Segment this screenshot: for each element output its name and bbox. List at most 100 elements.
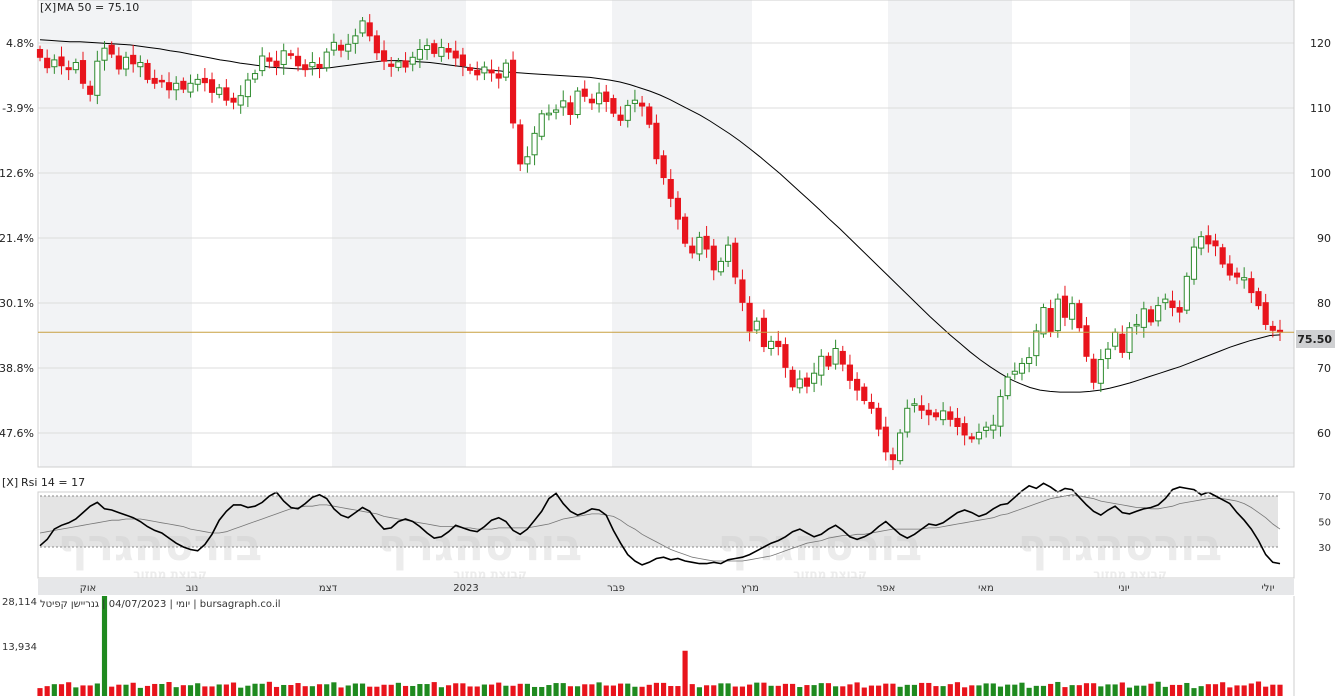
candle[interactable]: [1083, 316, 1090, 362]
candle[interactable]: [1011, 362, 1018, 380]
candle[interactable]: [631, 89, 638, 113]
candle[interactable]: [624, 99, 631, 128]
candle[interactable]: [373, 30, 380, 60]
candle[interactable]: [366, 14, 373, 42]
candle[interactable]: [502, 59, 509, 82]
candle[interactable]: [1147, 305, 1155, 326]
candle[interactable]: [1119, 325, 1126, 358]
candle[interactable]: [839, 345, 846, 372]
candle[interactable]: [746, 296, 753, 342]
candle[interactable]: [696, 231, 703, 262]
candle[interactable]: [545, 104, 552, 121]
candle[interactable]: [603, 84, 610, 112]
candle[interactable]: [1126, 322, 1133, 360]
candle[interactable]: [409, 51, 416, 72]
candle[interactable]: [388, 56, 395, 77]
candle[interactable]: [380, 40, 388, 70]
candle[interactable]: [868, 393, 875, 414]
candle[interactable]: [237, 85, 244, 114]
candle[interactable]: [717, 257, 725, 276]
candle[interactable]: [244, 72, 251, 108]
candle[interactable]: [36, 45, 44, 62]
candle[interactable]: [1112, 328, 1119, 351]
candle[interactable]: [739, 269, 746, 312]
candle[interactable]: [302, 59, 309, 77]
candle[interactable]: [732, 237, 739, 285]
candle[interactable]: [854, 372, 861, 401]
candle[interactable]: [65, 60, 72, 81]
candle[interactable]: [954, 407, 961, 436]
candle[interactable]: [904, 399, 911, 438]
candle[interactable]: [280, 43, 287, 75]
candle[interactable]: [266, 52, 273, 69]
candle[interactable]: [223, 79, 230, 106]
candle[interactable]: [552, 104, 560, 120]
candle[interactable]: [932, 408, 940, 421]
candle[interactable]: [567, 95, 574, 125]
candle[interactable]: [481, 61, 488, 81]
candle[interactable]: [660, 150, 667, 185]
candle[interactable]: [1155, 296, 1162, 327]
candle[interactable]: [1076, 299, 1083, 332]
candle[interactable]: [560, 90, 567, 116]
candle[interactable]: [1004, 373, 1011, 400]
candle[interactable]: [79, 51, 87, 89]
candle[interactable]: [1176, 300, 1183, 323]
candle[interactable]: [682, 213, 689, 248]
candle[interactable]: [689, 237, 696, 259]
candle[interactable]: [674, 191, 681, 230]
candle[interactable]: [452, 40, 459, 67]
candle[interactable]: [194, 73, 201, 92]
candle[interactable]: [975, 423, 983, 445]
candle[interactable]: [431, 39, 438, 58]
candle[interactable]: [1162, 293, 1169, 310]
candle[interactable]: [323, 48, 330, 72]
candle[interactable]: [466, 63, 474, 75]
candle[interactable]: [639, 95, 646, 117]
candle[interactable]: [287, 49, 294, 60]
candle[interactable]: [1269, 320, 1276, 338]
candle[interactable]: [538, 109, 545, 141]
candle[interactable]: [1212, 233, 1219, 257]
candle[interactable]: [122, 51, 130, 77]
candle[interactable]: [416, 39, 423, 69]
candle[interactable]: [997, 389, 1004, 437]
candle[interactable]: [151, 69, 158, 89]
candle[interactable]: [438, 38, 445, 62]
candle[interactable]: [459, 47, 466, 77]
ma-close-button[interactable]: [X]: [40, 1, 56, 14]
candle[interactable]: [395, 57, 402, 72]
candle[interactable]: [875, 402, 882, 437]
candle[interactable]: [653, 114, 660, 165]
candle[interactable]: [1219, 243, 1226, 268]
candle[interactable]: [208, 72, 216, 103]
candle[interactable]: [1262, 293, 1269, 330]
candle[interactable]: [646, 103, 653, 129]
candle[interactable]: [968, 433, 975, 443]
candle[interactable]: [760, 309, 768, 353]
candle[interactable]: [1248, 271, 1255, 303]
candle[interactable]: [947, 406, 954, 427]
candle[interactable]: [309, 52, 316, 76]
candle[interactable]: [137, 55, 144, 78]
candle[interactable]: [825, 352, 832, 370]
candle[interactable]: [524, 146, 531, 173]
candle[interactable]: [803, 372, 811, 394]
candle[interactable]: [667, 169, 674, 208]
candle[interactable]: [165, 72, 173, 99]
candle[interactable]: [1018, 357, 1026, 381]
candle[interactable]: [294, 47, 302, 72]
candle[interactable]: [1226, 255, 1233, 281]
candle[interactable]: [703, 225, 710, 258]
rsi-close-button[interactable]: [X]: [2, 476, 18, 489]
candle[interactable]: [1190, 238, 1198, 285]
candle[interactable]: [940, 402, 947, 426]
candle[interactable]: [51, 54, 58, 74]
candle[interactable]: [316, 57, 323, 79]
candle[interactable]: [1061, 285, 1069, 327]
candle[interactable]: [1205, 225, 1212, 253]
candle[interactable]: [811, 362, 818, 393]
candle[interactable]: [180, 77, 187, 94]
candle[interactable]: [768, 335, 775, 356]
